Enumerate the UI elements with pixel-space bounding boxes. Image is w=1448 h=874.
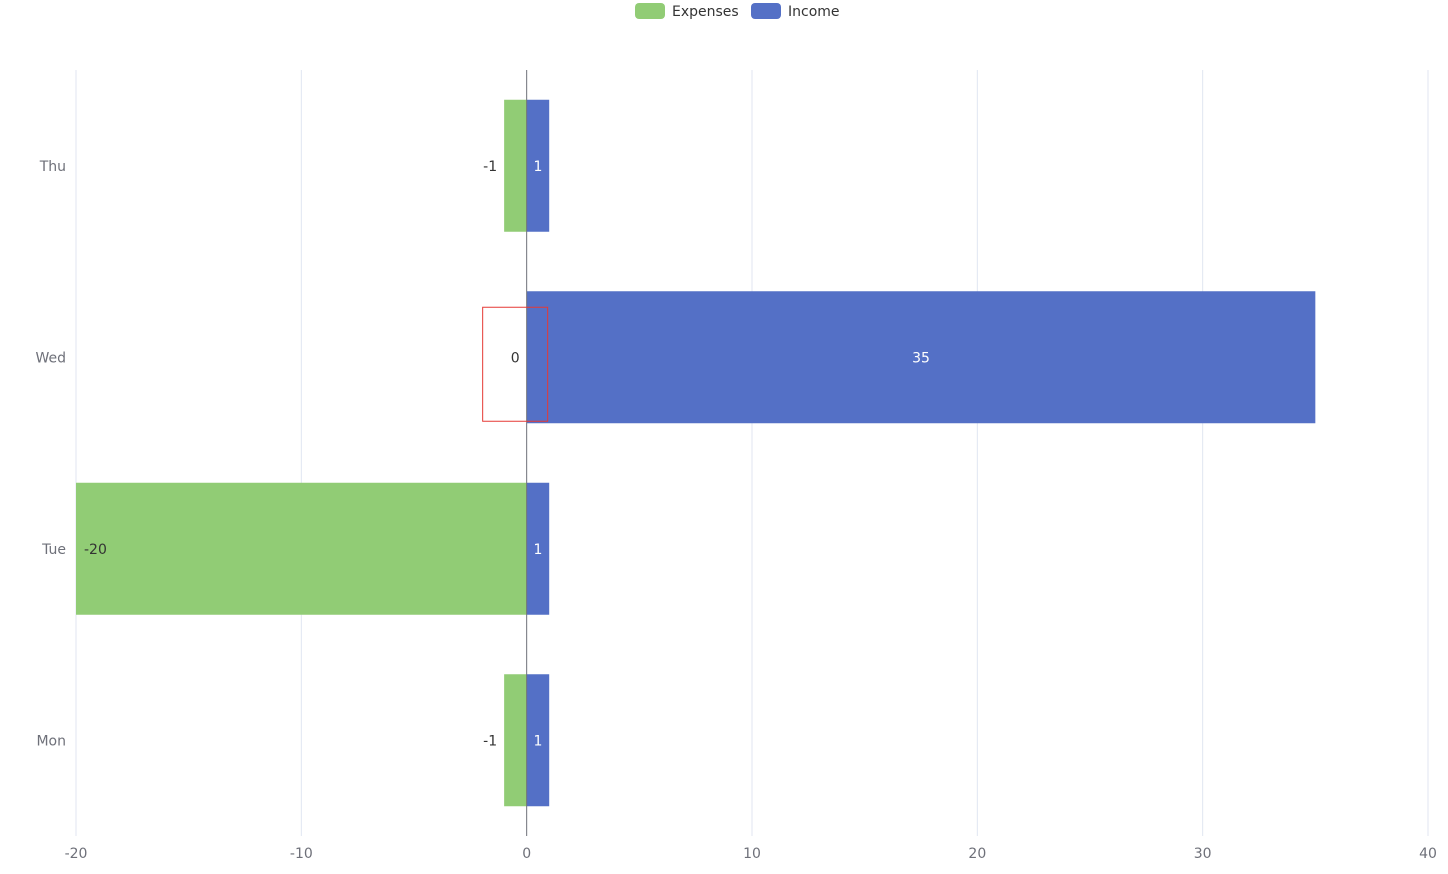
bar-income-tue	[526, 482, 550, 615]
bar-income-mon	[526, 674, 550, 807]
x-tick-label: 10	[743, 846, 761, 862]
y-tick-label: Wed	[35, 350, 66, 366]
legend-swatch-income	[751, 3, 781, 19]
x-tick-label: 20	[968, 846, 986, 862]
data-labels: -1 -20 0 -1 1 1 35 1	[84, 159, 930, 750]
data-label: -1	[483, 733, 497, 749]
bar-expenses-mon	[504, 674, 527, 807]
x-tick-label: 40	[1419, 846, 1437, 862]
data-label: 1	[533, 733, 542, 749]
legend-label-expenses: Expenses	[672, 4, 739, 20]
bar-income-thu	[526, 99, 550, 232]
legend: Expenses Income	[635, 3, 840, 20]
x-tick-label: 0	[522, 846, 531, 862]
x-tick-label: -10	[290, 846, 313, 862]
legend-swatch-expenses	[635, 3, 665, 19]
highlight-box	[482, 306, 549, 422]
data-label: 35	[912, 350, 930, 366]
legend-label-income: Income	[788, 4, 840, 20]
x-tick-label: 30	[1194, 846, 1212, 862]
bar-expenses-tue	[76, 482, 527, 615]
bars	[76, 99, 1316, 807]
data-label: -20	[84, 542, 107, 558]
y-tick-label: Mon	[36, 733, 66, 749]
data-label: 1	[533, 542, 542, 558]
x-tick-label: -20	[65, 846, 88, 862]
bar-expenses-thu	[504, 99, 527, 232]
data-label: 0	[511, 350, 520, 366]
data-label: -1	[483, 159, 497, 175]
y-tick-label: Thu	[39, 159, 66, 175]
data-label: 1	[533, 159, 542, 175]
grid-lines	[75, 70, 1429, 836]
y-tick-label: Tue	[41, 542, 66, 558]
bar-income-wed	[526, 291, 1316, 424]
